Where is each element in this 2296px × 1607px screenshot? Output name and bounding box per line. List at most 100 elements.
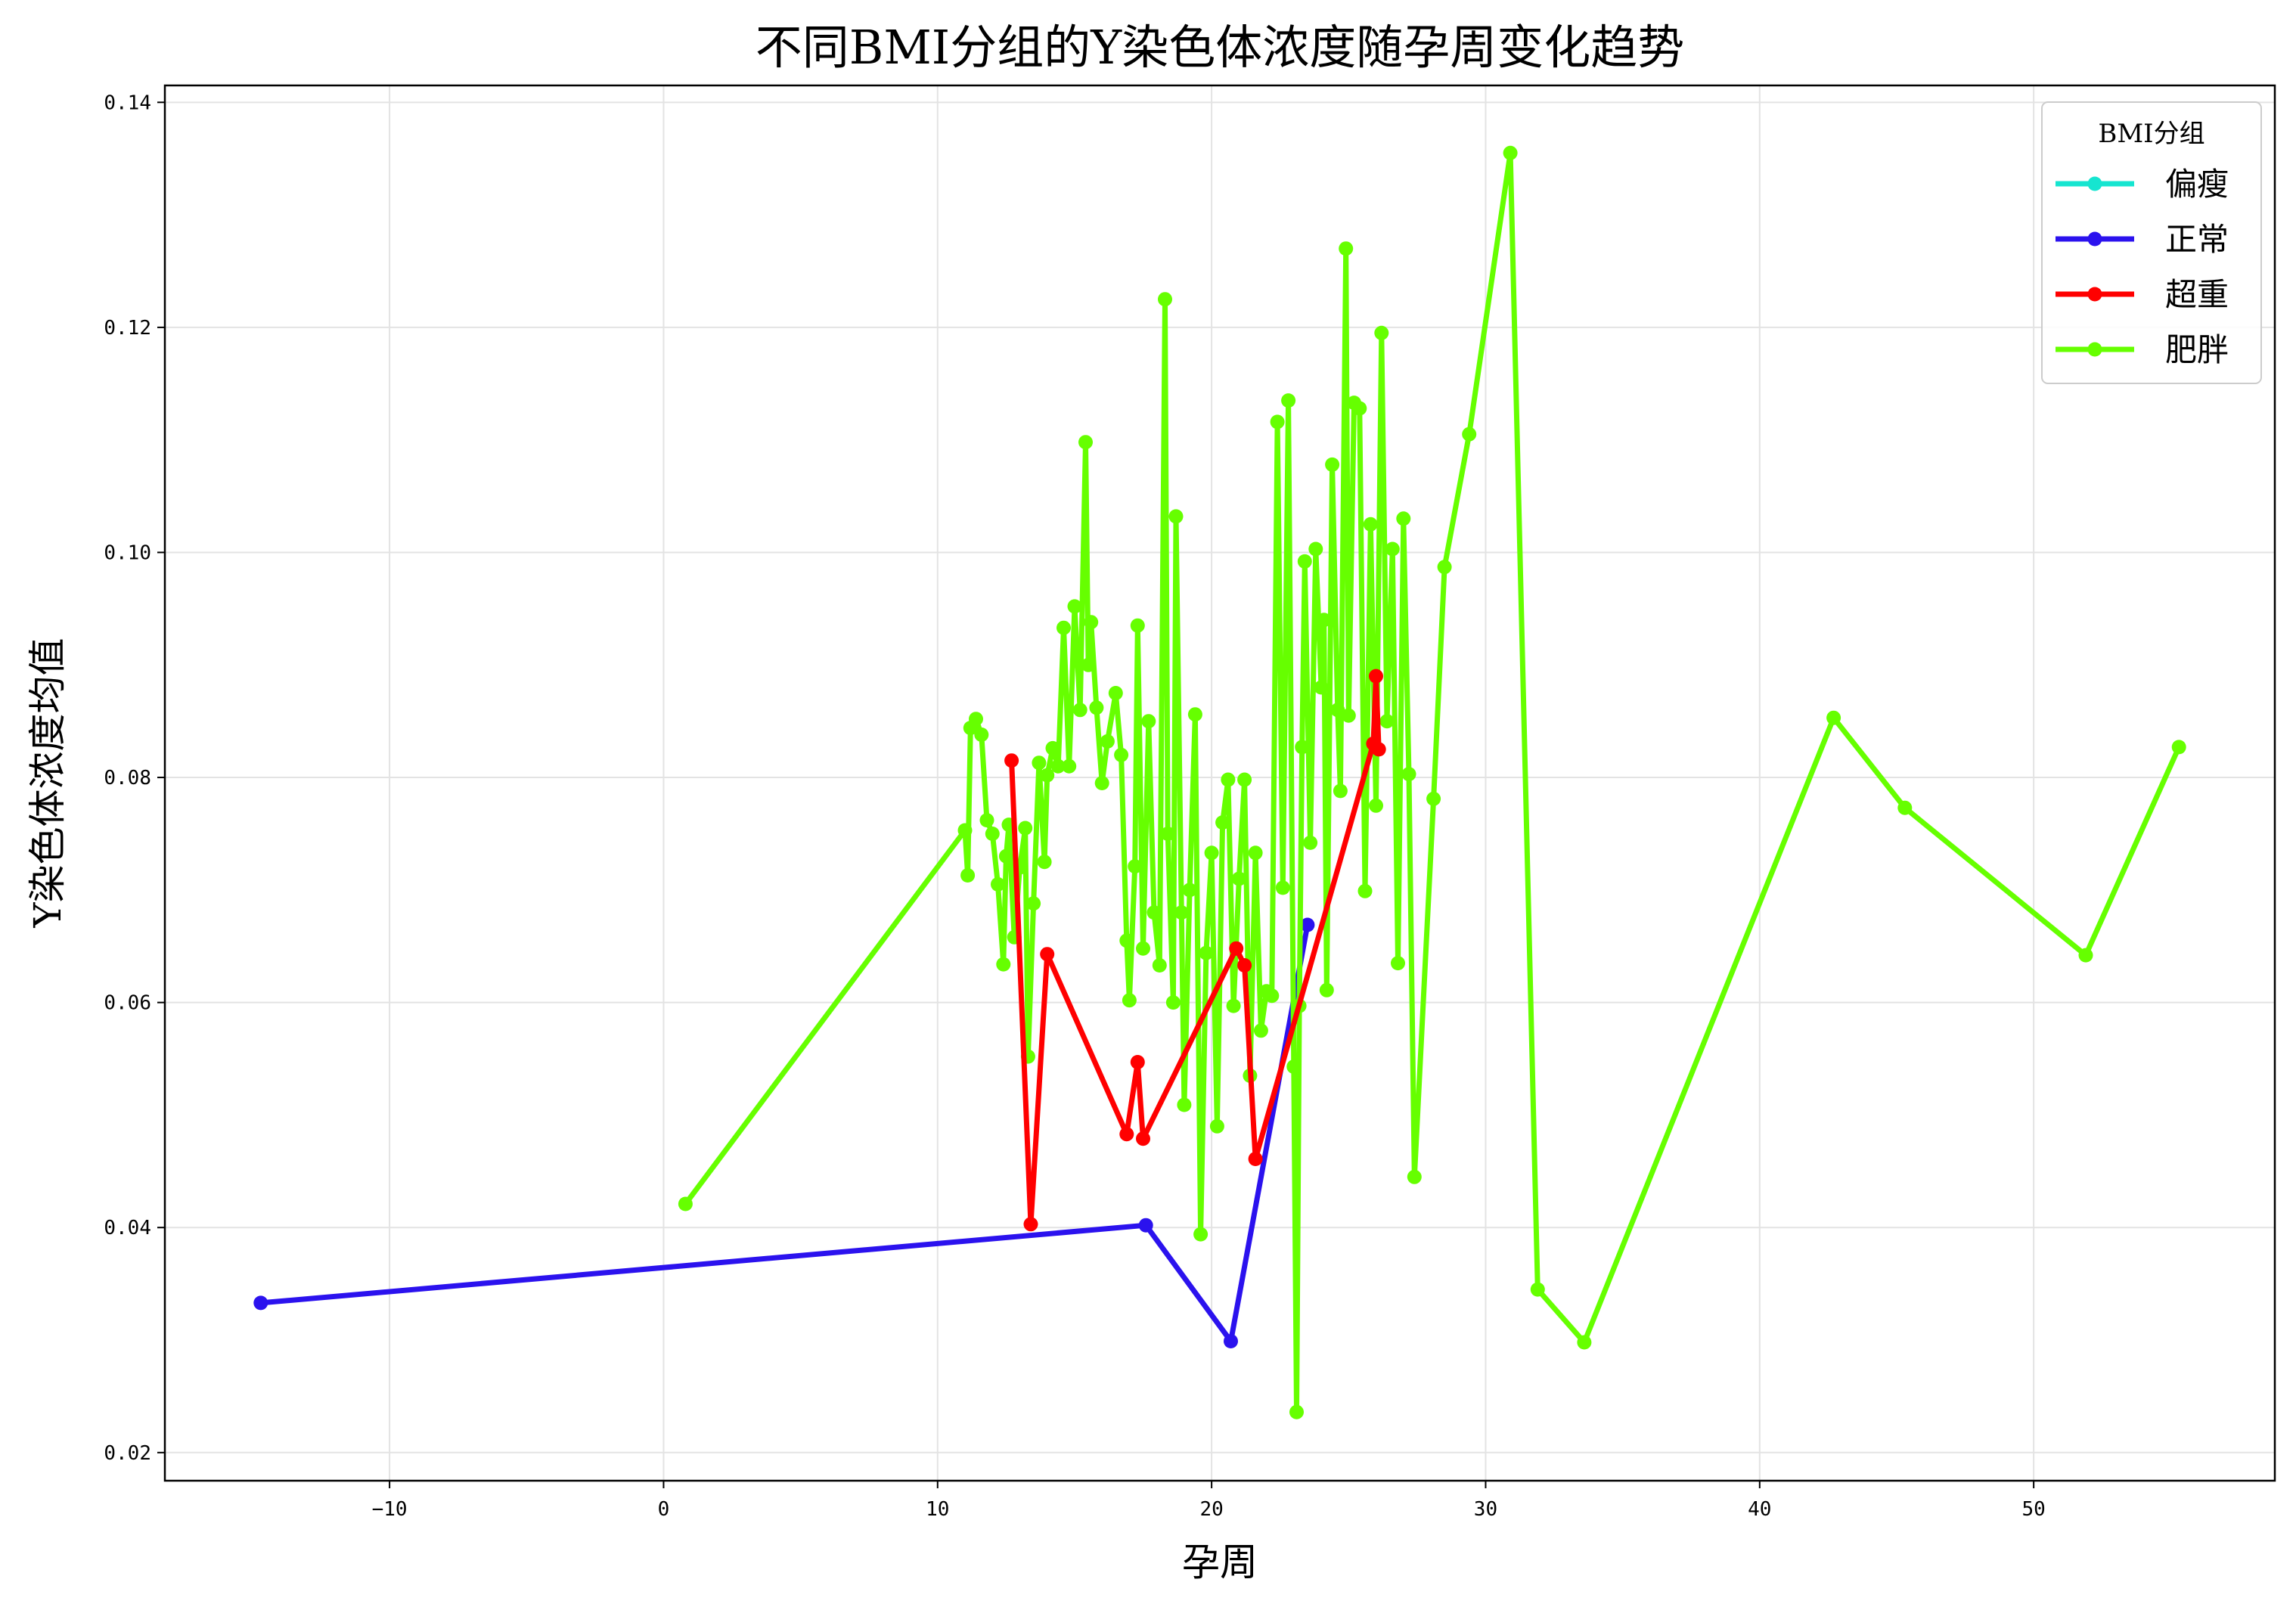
data-point [991,876,1005,892]
data-point [1289,1404,1304,1419]
data-point [1084,615,1099,630]
data-point [1089,700,1104,715]
data-point [1067,599,1082,614]
x-tick-label: 30 [1474,1498,1497,1521]
series-3 [678,145,2186,1419]
x-axis-title: 孕周 [1182,1540,1258,1584]
data-point [1295,740,1310,755]
x-tick-label: 20 [1199,1498,1223,1521]
legend-label: 偏瘦 [2165,166,2229,203]
data-point [1264,988,1280,1004]
data-point [1187,707,1202,722]
data-point [1577,1335,1592,1350]
series-1 [253,917,1315,1348]
data-point [1339,241,1354,256]
data-point [1426,791,1441,806]
y-tick-label: 0.10 [104,541,151,564]
data-point [1209,1118,1224,1134]
data-point [1037,855,1052,870]
data-point [1168,509,1184,524]
data-point [1056,620,1071,635]
y-tick-label: 0.06 [104,992,151,1015]
data-point [957,823,973,838]
data-point [1100,734,1115,749]
x-tick-label: 0 [658,1498,670,1521]
data-point [1152,958,1167,973]
data-point [1215,815,1230,830]
legend-label: 正常 [2165,221,2229,258]
data-point [1314,680,1329,695]
y-axis: 0.02 0.04 0.06 0.08 0.10 0.12 0.14 [104,92,165,1465]
series-line [682,150,2182,1415]
data-point [1221,772,1236,787]
legend-title: BMI分组 [2098,119,2204,149]
y-tick-label: 0.08 [104,767,151,790]
series-2 [1004,669,1386,1232]
y-tick-label: 0.14 [104,92,151,114]
data-point [1826,710,1841,725]
y-axis-title: Y染色体浓度均值 [26,638,70,928]
legend-marker [2087,231,2102,247]
data-point [1081,657,1096,672]
data-point [1401,767,1416,782]
x-tick-label: −10 [372,1498,408,1521]
data-point [996,957,1011,972]
data-point [1385,541,1400,557]
legend-box [2041,101,2262,384]
legend-marker [2087,287,2102,302]
data-point [1317,613,1332,628]
data-point [1138,1218,1153,1233]
data-point [1226,998,1241,1013]
data-point [1004,753,1019,768]
series-line [258,922,1311,1344]
x-tick-label: 40 [1748,1498,1771,1521]
data-point [969,712,983,727]
data-point [1248,1152,1263,1166]
data-point [1204,845,1219,861]
series-line [1009,673,1382,1227]
data-point [1136,1131,1150,1146]
data-point [1023,1217,1038,1232]
legend-label: 肥胖 [2165,331,2229,368]
data-point [1308,541,1323,557]
data-point [1391,956,1405,971]
data-point [1371,742,1386,757]
y-tick-label: 0.12 [104,317,151,340]
data-point [1363,517,1378,532]
data-point [1237,958,1252,973]
plot-area [253,145,2186,1419]
data-point [1040,947,1055,962]
data-point [1094,776,1109,790]
data-point [1530,1282,1545,1297]
data-point [1231,871,1246,886]
data-point [1396,511,1411,526]
data-point [974,727,989,742]
data-point [1297,554,1312,569]
data-point [1325,457,1340,472]
data-point [1199,945,1214,960]
data-point [1050,759,1066,774]
x-tick-label: 10 [926,1498,949,1521]
data-point [2078,948,2093,963]
legend-marker [2087,342,2102,357]
data-point [1040,768,1055,783]
y-tick-label: 0.04 [104,1217,151,1239]
data-point [1045,740,1060,755]
data-point [1357,883,1373,898]
data-point [1182,883,1197,898]
data-point [1224,1334,1238,1348]
data-point [1379,714,1395,729]
data-point [1165,995,1181,1010]
chart-title: 不同BMI分组的Y染色体浓度随孕周变化趋势 [756,20,1684,75]
data-point [1437,560,1452,575]
data-point [1122,993,1137,1008]
data-point [1333,783,1348,799]
data-point [1128,859,1143,874]
data-point [1369,669,1383,684]
data-point [1319,982,1334,997]
data-point [2171,740,2186,755]
data-point [1341,708,1356,723]
data-point [1374,325,1389,340]
